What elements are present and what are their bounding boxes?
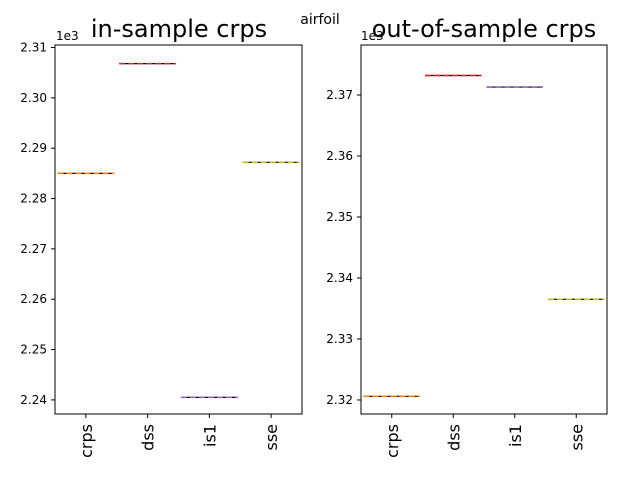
x-tick-label-out-of-sample-sse: sse bbox=[567, 424, 586, 451]
x-tick-label-in-sample-sse: sse bbox=[262, 424, 281, 451]
panel-title-out-of-sample: out-of-sample crps bbox=[372, 15, 597, 43]
x-tick-label-out-of-sample-is1: is1 bbox=[506, 424, 525, 447]
x-tick-label-in-sample-dss: dss bbox=[139, 424, 158, 451]
y-tick-label-out-of-sample: 2.32 bbox=[326, 393, 353, 407]
x-tick-label-out-of-sample-dss: dss bbox=[444, 424, 463, 451]
panel-title-in-sample: in-sample crps bbox=[91, 15, 267, 43]
y-tick-label-in-sample: 2.28 bbox=[20, 192, 47, 206]
y-tick-label-in-sample: 2.31 bbox=[20, 41, 47, 55]
y-tick-label-in-sample: 2.27 bbox=[20, 242, 47, 256]
y-tick-label-in-sample: 2.30 bbox=[20, 91, 47, 105]
y-tick-label-out-of-sample: 2.35 bbox=[326, 210, 353, 224]
y-tick-label-in-sample: 2.24 bbox=[20, 393, 47, 407]
out-of-sample-panel: out-of-sample crps 1e3 2.32 2.33 2.34 2.35 2… bbox=[326, 15, 608, 458]
axes-frame-in-sample bbox=[54, 44, 303, 415]
x-tick-label-out-of-sample-crps: crps bbox=[383, 424, 402, 458]
y-tick-label-out-of-sample: 2.37 bbox=[326, 88, 353, 102]
x-tick-label-in-sample-is1: is1 bbox=[200, 424, 219, 447]
y-offset-label-out-of-sample: 1e3 bbox=[361, 29, 384, 43]
y-tick-label-in-sample: 2.25 bbox=[20, 343, 47, 357]
y-offset-label-in-sample: 1e3 bbox=[56, 29, 79, 43]
axes-frame-out-of-sample bbox=[360, 44, 608, 415]
in-sample-panel: in-sample crps 1e3 2.24 2.25 2.26 2.27 2.28 2… bbox=[20, 15, 303, 458]
y-tick-label-out-of-sample: 2.33 bbox=[326, 332, 353, 346]
x-tick-label-in-sample-crps: crps bbox=[77, 424, 96, 458]
y-tick-label-in-sample: 2.29 bbox=[20, 141, 47, 155]
y-tick-label-out-of-sample: 2.36 bbox=[326, 149, 353, 163]
y-tick-label-in-sample: 2.26 bbox=[20, 292, 47, 306]
figure-suptitle: airfoil bbox=[300, 12, 340, 28]
y-tick-label-out-of-sample: 2.34 bbox=[326, 271, 353, 285]
